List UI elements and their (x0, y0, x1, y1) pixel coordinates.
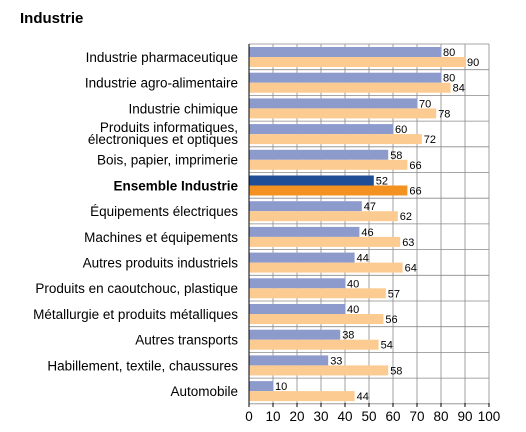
bars (249, 47, 465, 402)
x-axis: 0 10 20 30 40 50 60 70 80 90 100 (245, 44, 500, 424)
bar (249, 175, 374, 186)
category-labels: Industrie pharmaceutique Industrie agro-a… (33, 50, 238, 399)
bar-value-label: 80 (443, 47, 455, 59)
bar-value-label: 84 (453, 83, 465, 95)
bar (249, 159, 408, 170)
bar (249, 252, 355, 263)
bar (249, 391, 355, 402)
x-tick-label: 100 (478, 409, 501, 424)
bar (249, 98, 417, 109)
category-label: Produits informatiques, électroniques et … (88, 120, 238, 147)
bar (249, 236, 401, 247)
chart-title: Industrie (20, 10, 84, 27)
x-tick-label: 20 (289, 409, 304, 424)
bar (249, 329, 341, 340)
bar-value-label: 38 (342, 330, 354, 342)
bar-value-label: 58 (390, 365, 402, 377)
category-label: Produits en caoutchouc, plastique (35, 281, 238, 296)
bar-value-label: 33 (330, 355, 342, 367)
x-tick-label: 50 (361, 409, 376, 424)
bar (249, 47, 441, 57)
bar-value-label: 44 (357, 253, 369, 265)
bar-value-label: 58 (390, 150, 402, 162)
bar (249, 226, 360, 237)
category-label: Industrie pharmaceutique (86, 50, 238, 65)
category-label: Ensemble Industrie (113, 178, 238, 193)
x-tick-label: 10 (265, 409, 280, 424)
bar (249, 339, 379, 350)
bar-value-label: 64 (405, 263, 417, 275)
bar-value-label: 40 (347, 278, 359, 290)
bar (249, 288, 386, 299)
bar-value-label: 62 (400, 211, 412, 223)
category-label: Équipements électriques (90, 204, 238, 219)
bar-value-label: 44 (357, 391, 369, 403)
bar-value-label: 70 (419, 98, 431, 110)
bar (249, 211, 398, 222)
bar-value-label: 46 (361, 227, 373, 239)
bar (249, 304, 345, 314)
bar-value-label: 80 (443, 73, 455, 85)
category-label: Industrie chimique (128, 101, 238, 116)
category-label: Métallurgie et produits métalliques (33, 307, 238, 322)
bar (249, 278, 345, 289)
x-tick-label: 60 (385, 409, 400, 424)
x-tick-label: 70 (409, 409, 424, 424)
bar (249, 108, 437, 119)
x-tick-label: 30 (313, 409, 328, 424)
bar-value-label: 40 (347, 304, 359, 316)
bar (249, 149, 389, 160)
bar-value-label: 63 (402, 237, 414, 249)
bar (249, 57, 465, 67)
bar-value-label: 60 (395, 124, 407, 136)
bar-value-label: 54 (381, 340, 393, 352)
bar (249, 124, 393, 135)
x-tick-label: 80 (433, 409, 448, 424)
bar-value-label: 72 (424, 134, 436, 146)
x-tick-label: 40 (337, 409, 352, 424)
bar (249, 355, 329, 366)
bar-value-label: 90 (467, 57, 479, 69)
bar-value-label: 57 (388, 288, 400, 300)
bar (249, 262, 403, 273)
bar (249, 185, 408, 196)
bar-value-label: 66 (409, 186, 421, 198)
x-tick-label: 90 (457, 409, 472, 424)
category-label: Bois, papier, imprimerie (97, 153, 238, 168)
category-label: Automobile (170, 384, 238, 399)
bar-value-label: 10 (275, 381, 287, 393)
bar-value-label: 66 (409, 160, 421, 172)
category-label: Habillement, textile, chaussures (47, 358, 238, 373)
value-labels: 8090808470786072586652664762466344644057… (275, 47, 479, 403)
category-label: Autres transports (135, 333, 238, 348)
bar-value-label: 56 (385, 314, 397, 326)
bar-value-label: 52 (376, 176, 388, 188)
bar (249, 365, 389, 376)
grid-lines (248, 43, 490, 405)
x-tick-label: 0 (245, 409, 253, 424)
category-label: Industrie agro-alimentaire (85, 76, 238, 91)
bar (249, 134, 422, 145)
bar-value-label: 78 (438, 108, 450, 120)
category-label: Machines et équipements (84, 230, 238, 245)
bar-value-label: 47 (364, 201, 376, 213)
bar (249, 82, 451, 93)
bar (249, 201, 362, 212)
category-label: Autres produits industriels (83, 255, 239, 270)
bar (249, 381, 273, 392)
bar (249, 72, 441, 83)
bar (249, 314, 384, 324)
